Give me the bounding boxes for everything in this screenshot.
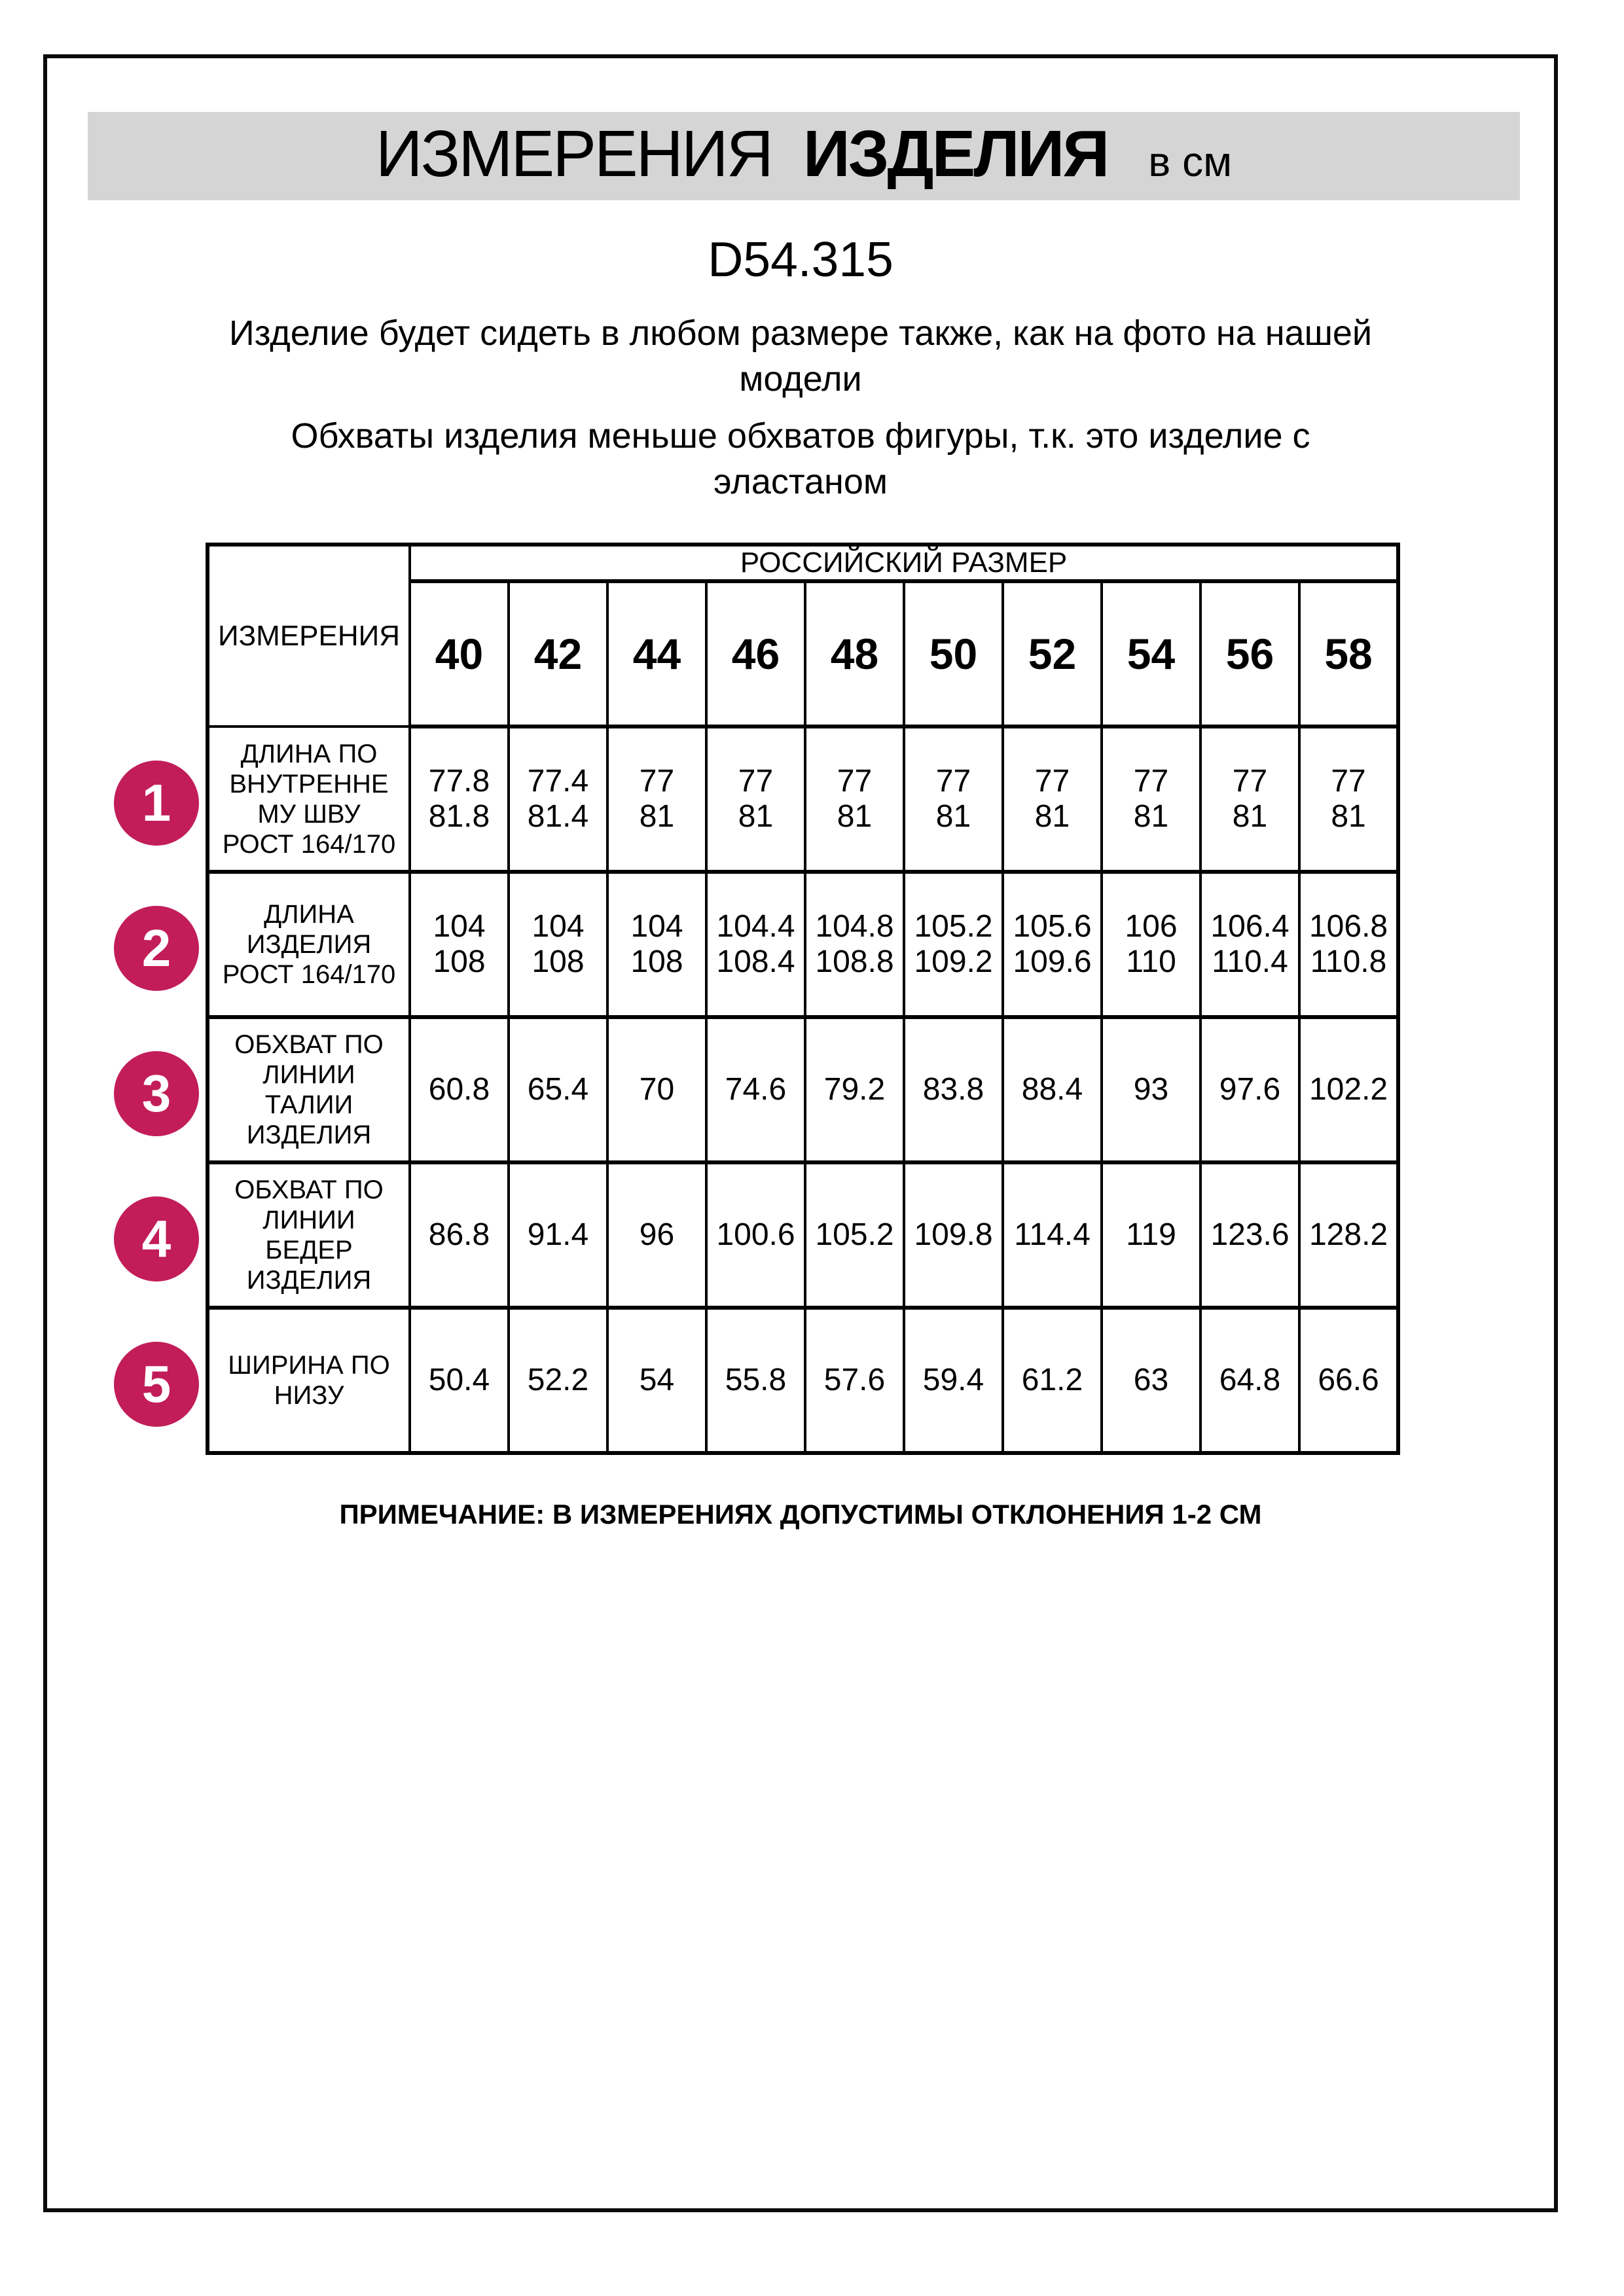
value-cell: 106.8 110.8 bbox=[1297, 870, 1400, 1019]
footnote: ПРИМЕЧАНИЕ: В ИЗМЕРЕНИЯХ ДОПУСТИМЫ ОТКЛО… bbox=[339, 1499, 1262, 1530]
value-cell: 55.8 bbox=[705, 1306, 806, 1455]
value-cell: 54 bbox=[606, 1306, 708, 1455]
value-cell: 77 81 bbox=[903, 725, 1004, 874]
value-cell: 63 bbox=[1100, 1306, 1202, 1455]
value-cell: 77 81 bbox=[606, 725, 708, 874]
value-cell: 93 bbox=[1100, 1016, 1202, 1164]
value-cell: 50.4 bbox=[408, 1306, 510, 1455]
title-band: ИЗМЕРЕНИЯ ИЗДЕЛИЯ в см bbox=[88, 112, 1520, 200]
value-cell: 97.6 bbox=[1199, 1016, 1301, 1164]
value-cell: 57.6 bbox=[804, 1306, 905, 1455]
value-cell: 88.4 bbox=[1001, 1016, 1103, 1164]
value-cell: 66.6 bbox=[1297, 1306, 1400, 1455]
size-header-row: 40 42 44 46 48 50 52 54 56 58 bbox=[208, 579, 1400, 728]
value-cell: 123.6 bbox=[1199, 1161, 1301, 1310]
value-cell: 96 bbox=[606, 1161, 708, 1310]
russian-size-header: РОССИЙСКИЙ РАЗМЕР bbox=[408, 543, 1400, 583]
value-cell: 104.8 108.8 bbox=[804, 870, 905, 1019]
measurement-label-cell: ОБХВАТ ПО ЛИНИИ БЕДЕР ИЗДЕЛИЯ bbox=[206, 1161, 411, 1310]
value-cell: 128.2 bbox=[1297, 1161, 1400, 1310]
value-cell: 77 81 bbox=[1100, 725, 1202, 874]
value-cell: 114.4 bbox=[1001, 1161, 1103, 1310]
page-frame: ИЗМЕРЕНИЯ ИЗДЕЛИЯ в см D54.315 Изделие б… bbox=[43, 54, 1558, 2212]
row-number-badge: 4 bbox=[114, 1196, 199, 1282]
value-cell: 60.8 bbox=[408, 1016, 510, 1164]
value-cell: 109.8 bbox=[903, 1161, 1004, 1310]
title-measurements: ИЗМЕРЕНИЯ bbox=[375, 117, 774, 190]
table-row: ОБХВАТ ПО ЛИНИИ БЕДЕР ИЗДЕЛИЯ 86.8 91.4 96 1… bbox=[206, 1161, 1400, 1310]
size-column-header: 58 bbox=[1297, 579, 1400, 728]
table-row: ОБХВАТ ПО ЛИНИИ ТАЛИИ ИЗДЕЛИЯ 60.8 65.4 70 7… bbox=[206, 1016, 1400, 1164]
row-number-badge: 3 bbox=[114, 1051, 199, 1136]
size-column-header: 46 bbox=[705, 579, 806, 728]
measurement-label-cell: ОБХВАТ ПО ЛИНИИ ТАЛИИ ИЗДЕЛИЯ bbox=[206, 1016, 411, 1164]
value-cell: 104 108 bbox=[408, 870, 510, 1019]
measurement-label-cell: ДЛИНА ПО ВНУТРЕННЕ МУ ШВУ РОСТ 164/170 bbox=[206, 725, 411, 874]
title-unit: в см bbox=[1148, 138, 1233, 185]
value-cell: 119 bbox=[1100, 1161, 1202, 1310]
value-cell: 91.4 bbox=[507, 1161, 609, 1310]
table-row: ДЛИНА ИЗДЕЛИЯ РОСТ 164/170 104 108 104 108… bbox=[206, 870, 1400, 1019]
value-cell: 65.4 bbox=[507, 1016, 609, 1164]
row-number-badge: 1 bbox=[114, 761, 199, 846]
value-cell: 77 81 bbox=[1297, 725, 1400, 874]
row-number-badge: 2 bbox=[114, 906, 199, 991]
size-column-header: 50 bbox=[903, 579, 1004, 728]
value-cell: 102.2 bbox=[1297, 1016, 1400, 1164]
value-cell: 105.2 109.2 bbox=[903, 870, 1004, 1019]
value-cell: 77 81 bbox=[804, 725, 905, 874]
value-cell: 104 108 bbox=[606, 870, 708, 1019]
title-product: ИЗДЕЛИЯ bbox=[803, 117, 1110, 190]
value-cell: 83.8 bbox=[903, 1016, 1004, 1164]
value-cell: 77 81 bbox=[1199, 725, 1301, 874]
value-cell: 79.2 bbox=[804, 1016, 905, 1164]
size-column-header: 56 bbox=[1199, 579, 1301, 728]
value-cell: 61.2 bbox=[1001, 1306, 1103, 1455]
value-cell: 104 108 bbox=[507, 870, 609, 1019]
value-cell: 106 110 bbox=[1100, 870, 1202, 1019]
size-table: ИЗМЕРЕНИЯ РОССИЙСКИЙ РАЗМЕР 40 42 44 46 48 50… bbox=[206, 543, 1401, 1455]
value-cell: 106.4 110.4 bbox=[1199, 870, 1301, 1019]
row-number-badge: 5 bbox=[114, 1342, 199, 1427]
measurements-corner-header: ИЗМЕРЕНИЯ bbox=[206, 543, 411, 728]
value-cell: 64.8 bbox=[1199, 1306, 1301, 1455]
value-cell: 105.6 109.6 bbox=[1001, 870, 1103, 1019]
size-column-header: 48 bbox=[804, 579, 905, 728]
value-cell: 104.4 108.4 bbox=[705, 870, 806, 1019]
size-column-header: 42 bbox=[507, 579, 609, 728]
size-column-header: 54 bbox=[1100, 579, 1202, 728]
model-code: D54.315 bbox=[708, 232, 893, 287]
value-cell: 70 bbox=[606, 1016, 708, 1164]
value-cell: 52.2 bbox=[507, 1306, 609, 1455]
value-cell: 74.6 bbox=[705, 1016, 806, 1164]
table-row: ШИРИНА ПО НИЗУ 50.4 52.2 54 55.8 57.6 59.4 61.2… bbox=[206, 1306, 1400, 1455]
measurement-label-cell: ШИРИНА ПО НИЗУ bbox=[206, 1306, 411, 1455]
value-cell: 100.6 bbox=[705, 1161, 806, 1310]
size-column-header: 52 bbox=[1001, 579, 1103, 728]
elastane-note: Обхваты изделия меньше обхватов фигуры, … bbox=[291, 416, 1310, 501]
value-cell: 86.8 bbox=[408, 1161, 510, 1310]
size-column-header: 40 bbox=[408, 579, 510, 728]
value-cell: 77.8 81.8 bbox=[408, 725, 510, 874]
value-cell: 77 81 bbox=[1001, 725, 1103, 874]
size-group-header-row: ИЗМЕРЕНИЯ РОССИЙСКИЙ РАЗМЕР bbox=[206, 543, 1400, 728]
value-cell: 105.2 bbox=[804, 1161, 905, 1310]
value-cell: 77 81 bbox=[705, 725, 806, 874]
table-row: ДЛИНА ПО ВНУТРЕННЕ МУ ШВУ РОСТ 164/170 77… bbox=[206, 725, 1400, 874]
value-cell: 77.4 81.4 bbox=[507, 725, 609, 874]
value-cell: 59.4 bbox=[903, 1306, 1004, 1455]
measurement-label-cell: ДЛИНА ИЗДЕЛИЯ РОСТ 164/170 bbox=[206, 870, 411, 1019]
size-column-header: 44 bbox=[606, 579, 708, 728]
fit-note: Изделие будет сидеть в любом размере так… bbox=[228, 314, 1373, 399]
